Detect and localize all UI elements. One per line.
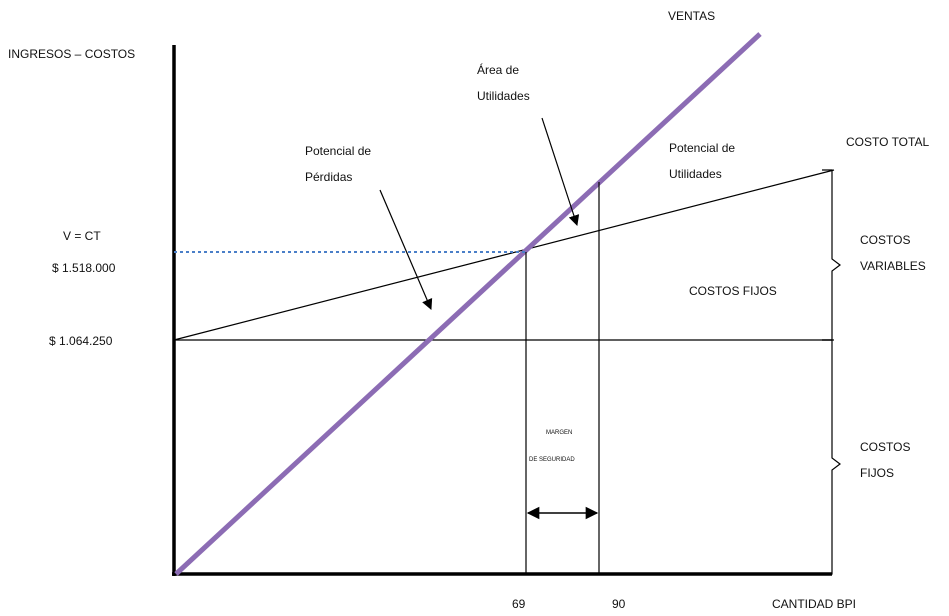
potencial-perdidas-line2: Pérdidas [305,170,352,184]
sales-line [174,32,762,576]
tick-69: 69 [512,597,526,611]
margen-line2: DE SEGURIDAD [529,457,575,463]
costos-fijos-line1: COSTOS [860,440,910,454]
costos-fijos-line2: FIJOS [860,466,894,480]
y-axis-label: INGRESOS – COSTOS [8,47,135,61]
costo-total-label: COSTO TOTAL [846,135,929,149]
ventas-label: VENTAS [668,9,715,23]
margen-line1: MARGEN [546,430,572,436]
potencial-perdidas-line1: Potencial de [305,144,371,158]
fixed-value-label: $ 1.064.250 [49,334,113,348]
potencial-utilidades-line1: Potencial de [669,141,735,155]
costos-variables-line1: COSTOS [860,233,910,247]
costos-variables-line2: VARIABLES [860,259,926,273]
arrow-area-utilidades [541,117,580,227]
brace-costos-variables [822,169,841,341]
brace-costos-fijos [822,339,841,575]
potencial-utilidades-line2: Utilidades [669,167,722,181]
area-utilidades-line2: Utilidades [477,89,530,103]
v-ct-label: V = CT [63,229,101,243]
area-utilidades-line1: Área de [477,62,519,77]
x-axis-label: CANTIDAD BPI [772,597,856,611]
tick-90: 90 [612,597,626,611]
arrow-potencial-perdidas [379,189,433,310]
breakeven-value-label: $ 1.518.000 [52,261,116,275]
costos-fijos-inner-label: COSTOS FIJOS [689,284,777,298]
total-cost-line [173,169,835,341]
